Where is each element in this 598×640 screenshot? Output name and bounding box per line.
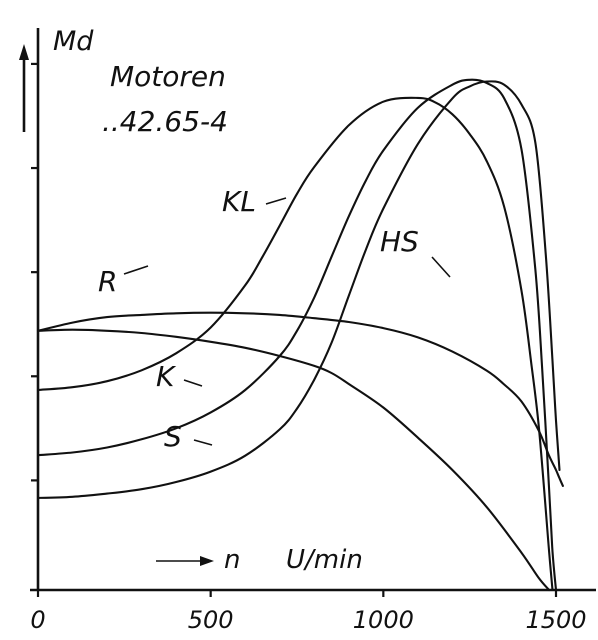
curves xyxy=(36,78,564,592)
x-tick-label-500: 500 xyxy=(188,606,234,634)
label-KL: KL xyxy=(222,185,256,218)
chart-title: Motoren xyxy=(110,60,226,93)
label-HS: HS xyxy=(380,225,419,258)
label-R: R xyxy=(98,265,117,298)
series-line-S xyxy=(36,80,561,499)
x-axis-label: n xyxy=(224,545,240,575)
leader-KL xyxy=(265,197,287,205)
y-axis-arrow-icon xyxy=(19,44,29,60)
leader-S xyxy=(193,439,213,446)
leader-K xyxy=(183,379,203,387)
x-tick-label-0: 0 xyxy=(30,606,45,634)
series-line-HS xyxy=(36,311,564,487)
x-ticks: 0 500 1000 1500 xyxy=(30,590,587,634)
leader-HS xyxy=(431,256,451,278)
label-K: K xyxy=(156,360,177,393)
series-line-R xyxy=(36,328,551,592)
y-axis-label: Md xyxy=(53,26,94,57)
x-tick-label-1000: 1000 xyxy=(353,606,414,634)
x-tick-label-1500: 1500 xyxy=(525,606,586,634)
chart-title-line2: ..42.65-4 xyxy=(102,105,228,138)
y-ticks xyxy=(31,62,38,482)
x-axis-unit: U/min xyxy=(286,545,363,575)
leader-R xyxy=(123,265,149,275)
label-S: S xyxy=(164,420,182,453)
series-line-K xyxy=(36,78,558,592)
series-line-KL xyxy=(36,96,554,592)
n-arrow-icon xyxy=(200,556,214,566)
